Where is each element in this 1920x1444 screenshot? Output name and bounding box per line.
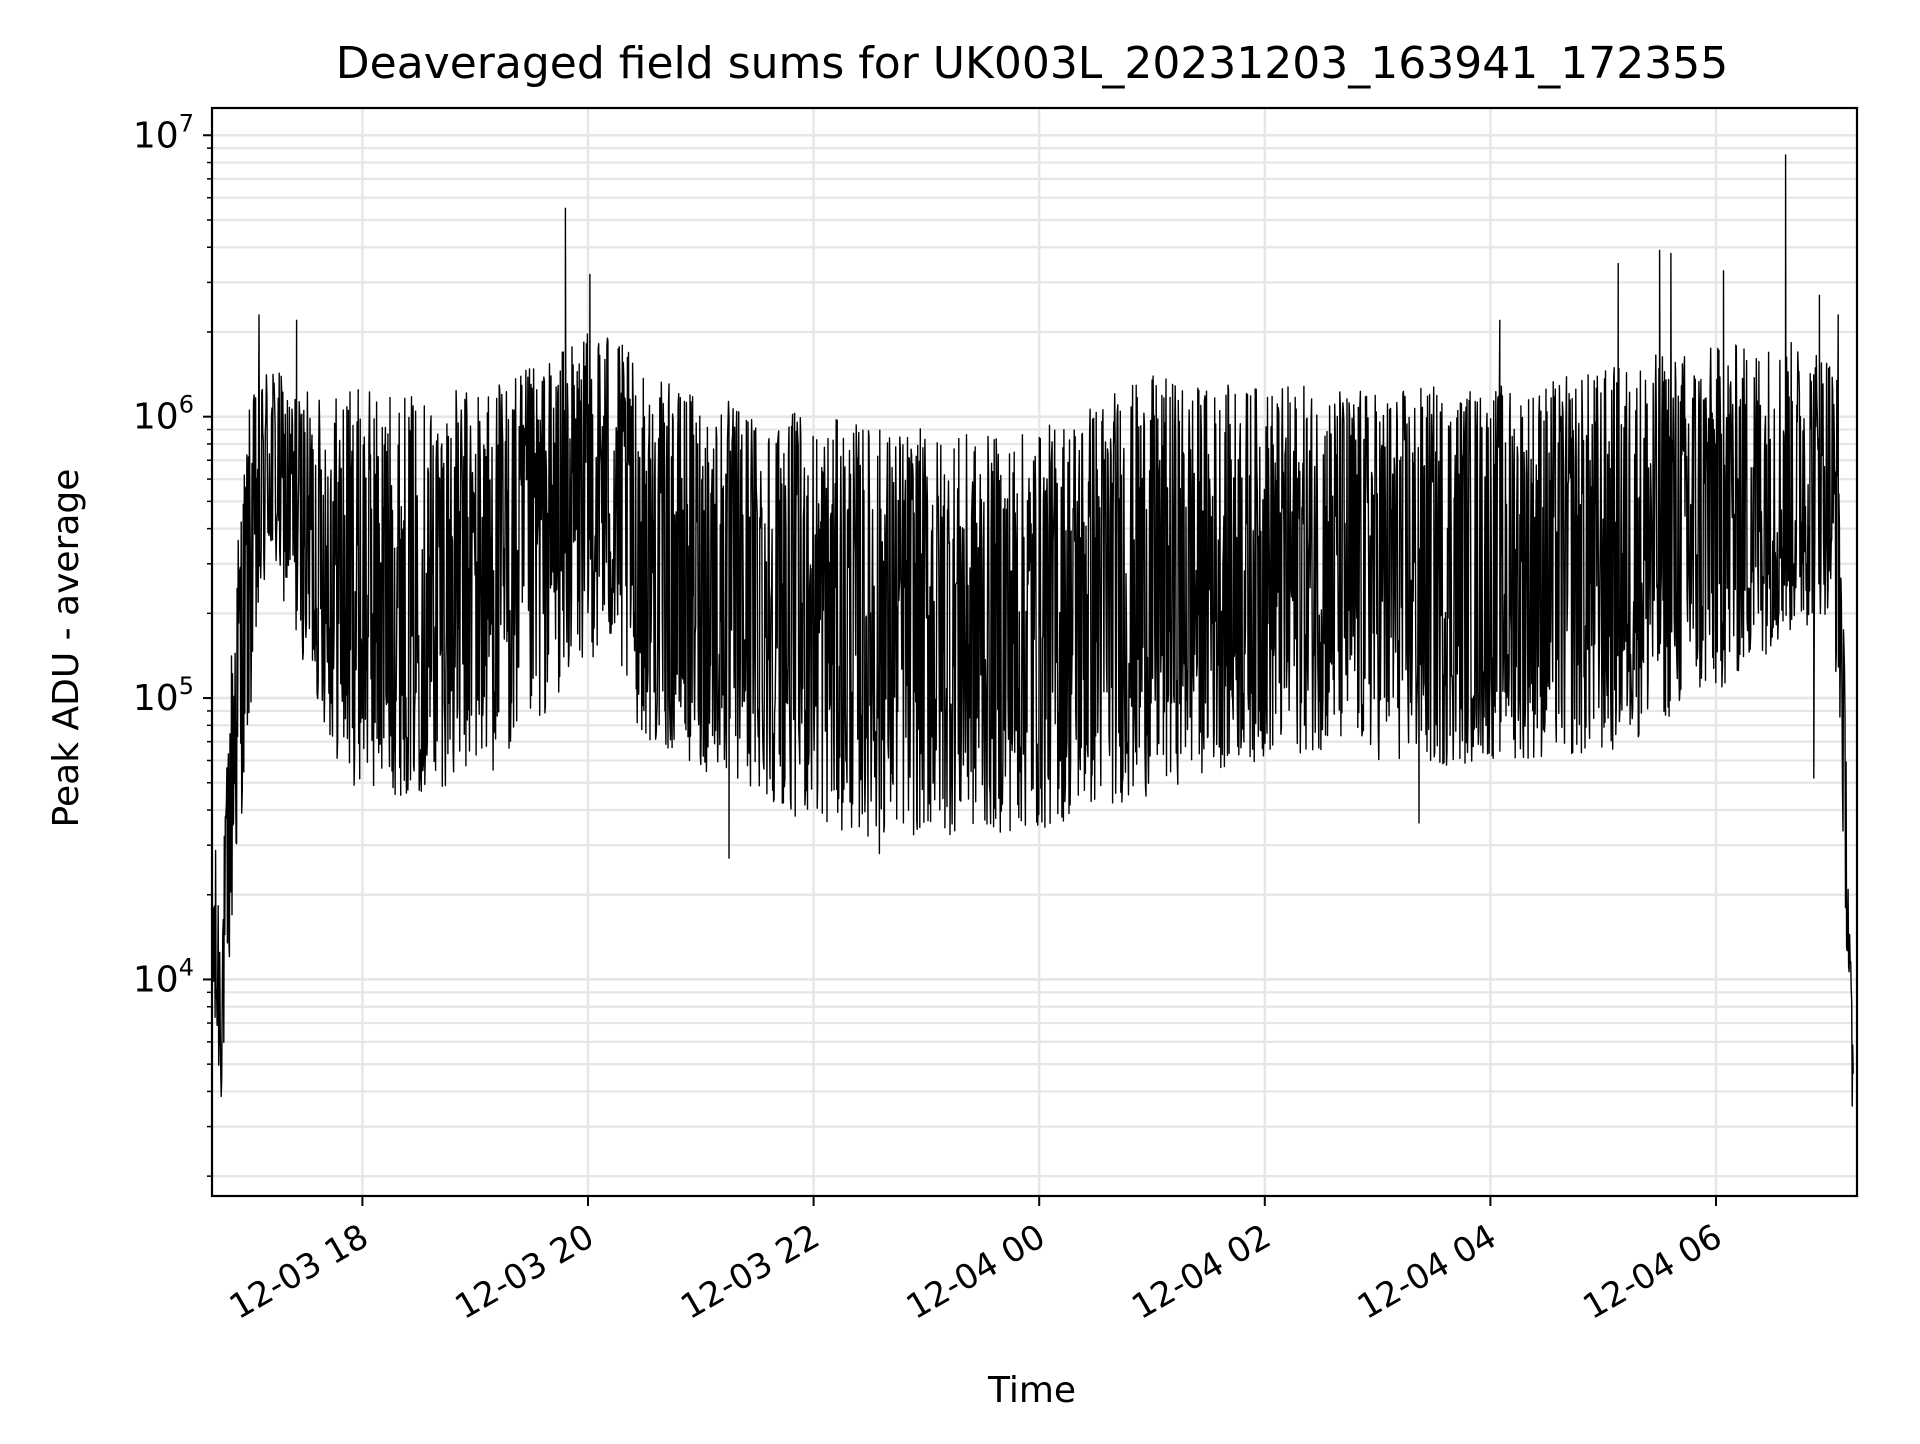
x-axis-label: Time (987, 1370, 1076, 1411)
y-tick-label: 106 (133, 391, 194, 438)
series-line (211, 154, 1854, 1107)
y-axis-label: Peak ADU - average (46, 469, 87, 828)
y-tick-label: 107 (133, 109, 194, 156)
plot-frame (210, 106, 1859, 1198)
chart-title: Deaveraged field sums for UK003L_2023120… (336, 38, 1728, 89)
y-tick-label: 104 (133, 953, 194, 1000)
series-layer (211, 154, 1854, 1107)
y-tick-label: 105 (133, 672, 194, 719)
